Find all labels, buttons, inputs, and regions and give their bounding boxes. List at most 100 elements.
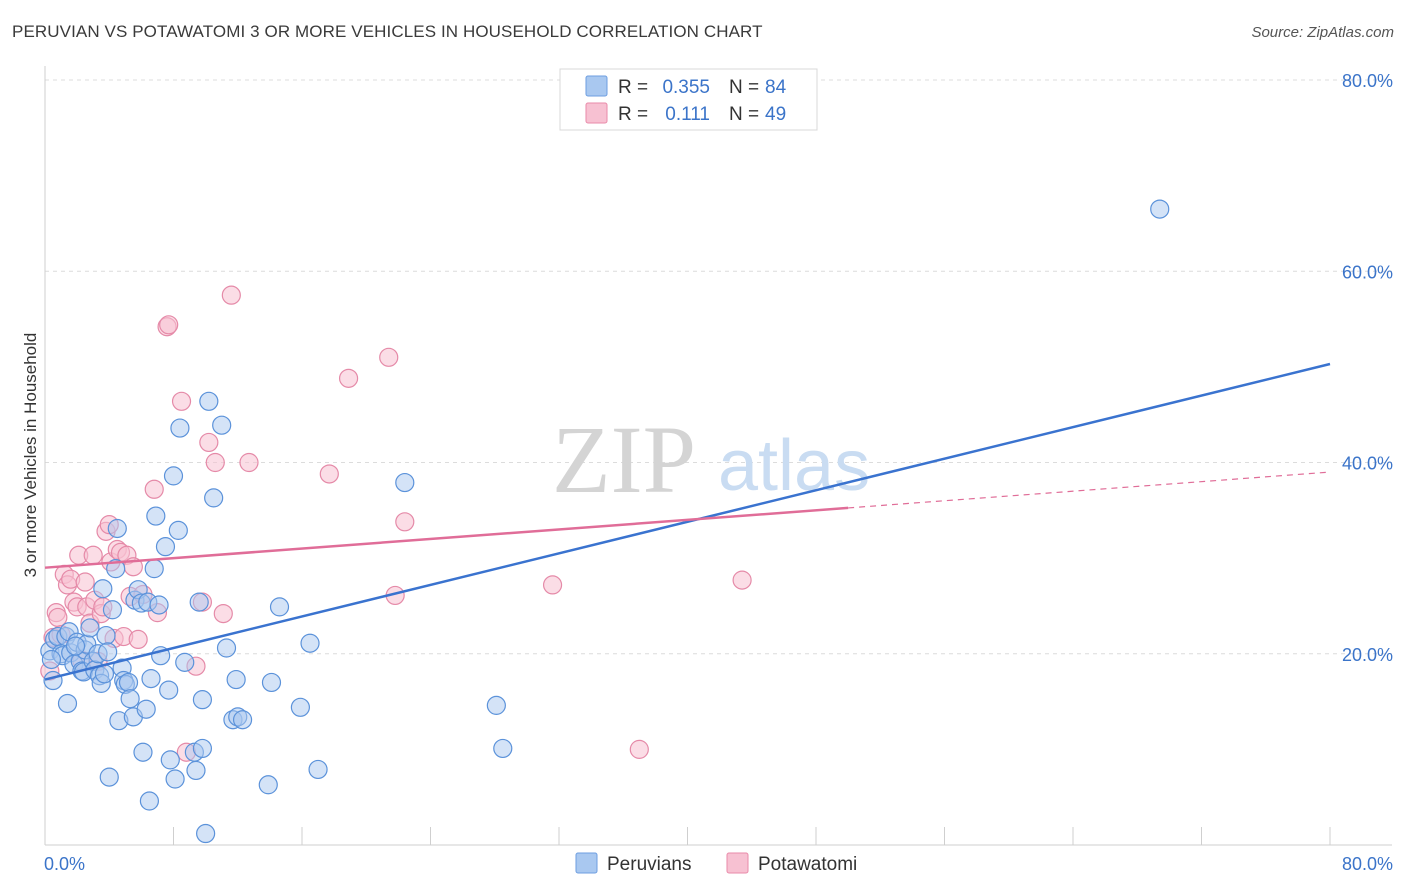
peruvians-point-63 — [199, 391, 219, 411]
bottom-legend: Peruvians Potawatomi — [575, 852, 857, 875]
peruvians-point-71 — [258, 775, 278, 795]
peruvians-point-66 — [216, 638, 237, 658]
peruvians-point-52 — [163, 466, 184, 486]
peruvians-point-75 — [300, 633, 320, 653]
peruvians-point-50 — [159, 680, 179, 700]
y-tick-label-2: 60.0% — [1342, 262, 1393, 282]
bottom-legend-label-potawatomi: Potawatomi — [758, 854, 857, 875]
peruvians-point-25 — [98, 642, 118, 662]
peruvians-point-1 — [43, 670, 63, 691]
peruvians-trend-line — [44, 362, 1331, 681]
bottom-legend-swatch-peruvians — [575, 852, 598, 874]
trend-lines — [44, 362, 1331, 681]
legend: R = 0.355 N = 84 R = 0.111 N = 49 — [559, 68, 818, 131]
watermark-zip: ZIP — [552, 406, 696, 513]
potawatomi-point-46 — [338, 368, 359, 388]
bottom-legend-swatch-potawatomi — [726, 852, 749, 874]
potawatomi-point-41 — [205, 452, 225, 473]
peruvians-point-34 — [118, 672, 139, 693]
legend-n-label-potawatomi: N = — [729, 104, 759, 125]
peruvians-point-64 — [204, 488, 224, 508]
peruvians-point-54 — [168, 520, 188, 540]
legend-swatch-potawatomi — [585, 102, 608, 124]
peruvians-point-65 — [212, 415, 232, 435]
peruvians-point-47 — [149, 595, 169, 615]
peruvians-point-49 — [155, 537, 176, 557]
peruvians-point-23 — [93, 579, 113, 599]
legend-r-label-potawatomi: R = — [618, 104, 648, 125]
potawatomi-point-47 — [379, 347, 399, 367]
peruvians-point-26 — [99, 767, 119, 787]
potawatomi-point-49 — [395, 512, 415, 532]
potawatomi-point-44 — [239, 452, 259, 473]
peruvians-point-7 — [57, 693, 78, 714]
peruvians-point-17 — [80, 618, 100, 638]
peruvians-point-45 — [144, 559, 164, 579]
peruvians-point-80 — [1150, 199, 1170, 219]
peruvians-point-79 — [493, 738, 513, 759]
potawatomi-point-45 — [319, 464, 339, 484]
peruvians-point-58 — [186, 760, 206, 781]
peruvians-point-59 — [189, 592, 209, 612]
x-tick-labels: 0.0% 80.0% — [44, 854, 1393, 874]
potawatomi-point-12 — [75, 572, 95, 592]
potawatomi-point-40 — [199, 432, 219, 453]
peruvians-point-62 — [196, 823, 216, 844]
legend-r-value-peruvians: 0.355 — [662, 77, 710, 98]
y-tick-label-0: 20.0% — [1342, 645, 1393, 665]
potawatomi-point-36 — [171, 391, 192, 411]
peruvians-point-72 — [261, 672, 282, 693]
peruvians-point-74 — [290, 697, 310, 717]
peruvians-point-46 — [146, 506, 166, 526]
y-tick-label-3: 80.0% — [1342, 71, 1393, 91]
legend-n-value-potawatomi: 49 — [765, 104, 786, 125]
potawatomi-trend-line — [44, 506, 849, 569]
bottom-legend-label-peruvians: Peruvians — [607, 854, 692, 875]
watermark: ZIP atlas — [552, 406, 870, 513]
peruvians-point-81 — [41, 649, 62, 670]
legend-r-label-peruvians: R = — [618, 77, 648, 98]
y-axis-label: 3 or more Vehicles in Household — [21, 333, 40, 578]
watermark-atlas: atlas — [718, 426, 870, 506]
peruvians-points — [40, 199, 1170, 844]
peruvians-point-76 — [308, 759, 328, 780]
peruvians-point-28 — [106, 559, 126, 579]
potawatomi-point-30 — [128, 629, 148, 650]
potawatomi-trend-line-extension — [848, 471, 1331, 509]
potawatomi-point-32 — [144, 479, 164, 499]
legend-n-label-peruvians: N = — [729, 77, 759, 98]
peruvians-point-68 — [226, 669, 246, 690]
legend-swatch-peruvians — [585, 75, 608, 97]
x-tick-label-1: 80.0% — [1342, 854, 1393, 874]
peruvians-point-27 — [102, 600, 123, 620]
potawatomi-point-43 — [221, 285, 241, 305]
peruvians-point-55 — [170, 418, 190, 438]
peruvians-point-40 — [133, 742, 153, 762]
peruvians-point-29 — [107, 518, 127, 539]
peruvians-point-51 — [160, 750, 180, 770]
chart-title: PERUVIAN VS POTAWATOMI 3 OR MORE VEHICLE… — [12, 22, 763, 41]
axes — [44, 66, 1392, 846]
peruvians-point-61 — [192, 690, 213, 710]
y-tick-labels: 20.0% 40.0% 60.0% 80.0% — [1342, 71, 1393, 665]
peruvians-point-82 — [65, 636, 86, 656]
peruvians-point-70 — [232, 710, 253, 730]
peruvians-point-77 — [395, 472, 415, 493]
potawatomi-point-52 — [732, 570, 752, 590]
legend-n-value-peruvians: 84 — [765, 77, 787, 98]
peruvians-point-56 — [175, 652, 195, 672]
grid-lines — [45, 79, 1392, 655]
potawatomi-point-42 — [213, 603, 233, 624]
peruvians-point-78 — [486, 695, 506, 715]
legend-r-value-potawatomi: 0.111 — [665, 104, 710, 125]
potawatomi-point-15 — [83, 545, 103, 565]
potawatomi-point-50 — [542, 575, 563, 595]
potawatomi-point-51 — [629, 739, 649, 759]
peruvians-point-60 — [192, 738, 213, 759]
y-tick-label-1: 40.0% — [1342, 454, 1393, 474]
peruvians-point-24 — [96, 625, 116, 646]
source-label: Source: ZipAtlas.com — [1251, 24, 1394, 41]
peruvians-point-53 — [165, 769, 185, 789]
potawatomi-point-35 — [159, 315, 179, 335]
